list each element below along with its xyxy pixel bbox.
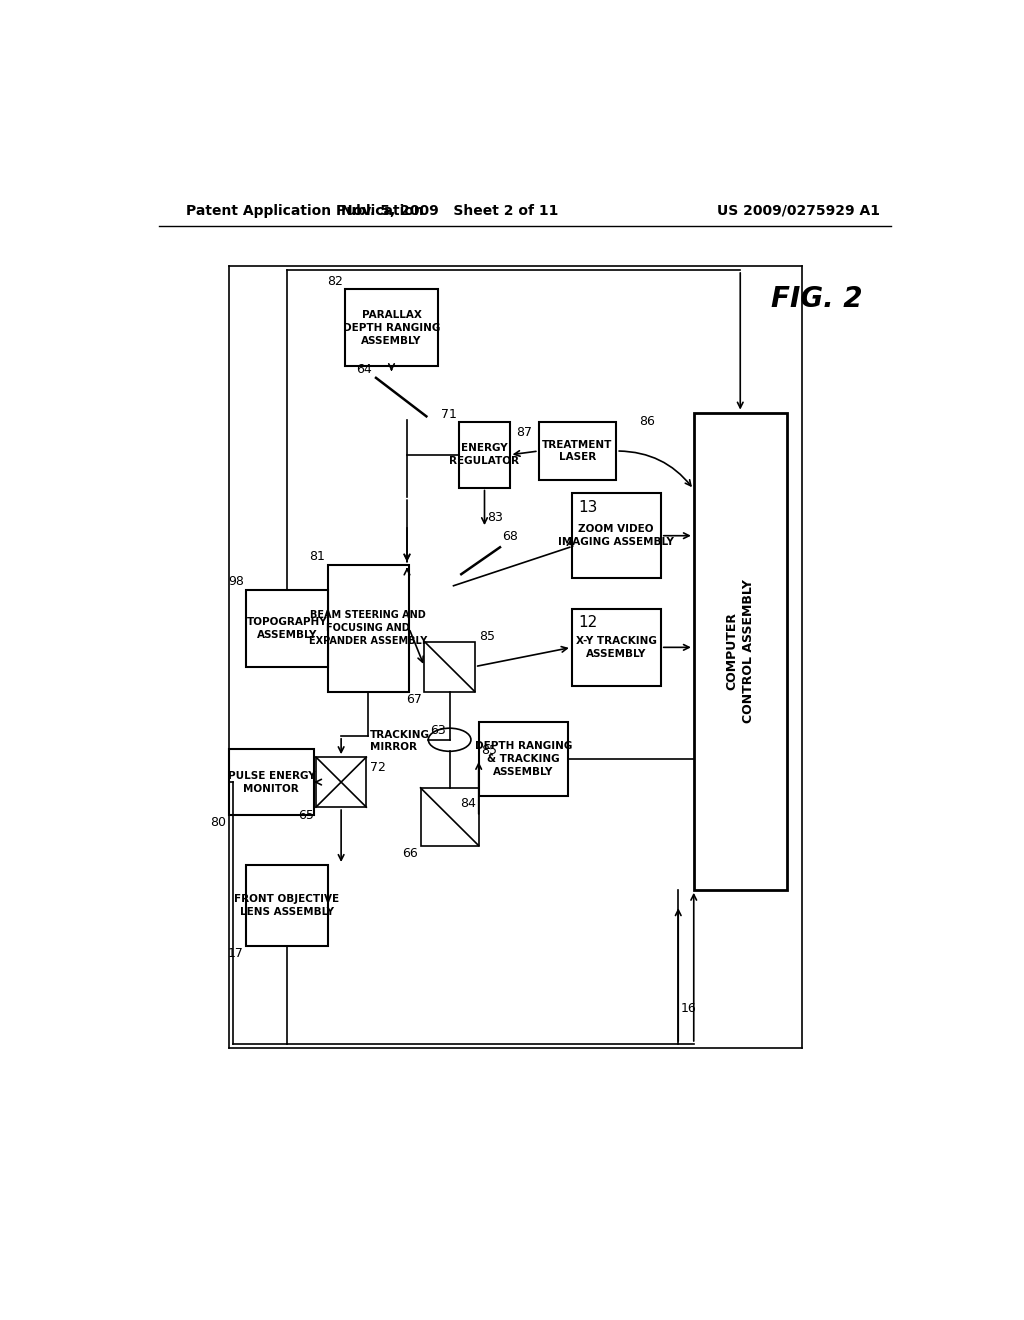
Bar [246, 590, 328, 667]
Text: 12: 12 [578, 615, 597, 630]
Text: 63: 63 [430, 725, 445, 738]
Text: Nov. 5, 2009   Sheet 2 of 11: Nov. 5, 2009 Sheet 2 of 11 [341, 203, 558, 218]
Text: 81: 81 [309, 550, 326, 564]
Text: ENERGY
REGULATOR: ENERGY REGULATOR [450, 444, 519, 466]
Bar [424, 642, 475, 692]
Bar [328, 565, 409, 692]
Text: 87: 87 [516, 426, 532, 440]
Ellipse shape [428, 729, 471, 751]
Text: COMPUTER
CONTROL ASSEMBLY: COMPUTER CONTROL ASSEMBLY [725, 579, 755, 723]
Text: 68: 68 [503, 531, 518, 544]
Text: TREATMENT
LASER: TREATMENT LASER [543, 440, 612, 462]
Text: PARALLAX
DEPTH RANGING
ASSEMBLY: PARALLAX DEPTH RANGING ASSEMBLY [343, 310, 440, 346]
Text: 71: 71 [441, 408, 457, 421]
Text: FRONT OBJECTIVE
LENS ASSEMBLY: FRONT OBJECTIVE LENS ASSEMBLY [234, 894, 339, 916]
Text: 84: 84 [461, 797, 476, 810]
Text: 85: 85 [481, 743, 497, 756]
Text: 82: 82 [327, 275, 343, 288]
Bar [228, 750, 314, 814]
Text: 66: 66 [402, 847, 418, 861]
Text: TRACKING
MIRROR: TRACKING MIRROR [371, 730, 430, 751]
Text: TOPOGRAPHY
ASSEMBLY: TOPOGRAPHY ASSEMBLY [247, 616, 328, 639]
Text: BEAM STEERING AND
FOCUSING AND
EXPANDER ASSEMBLY: BEAM STEERING AND FOCUSING AND EXPANDER … [309, 610, 427, 645]
Text: 65: 65 [298, 809, 313, 821]
Text: 17: 17 [228, 948, 244, 960]
Text: 67: 67 [407, 693, 422, 706]
Text: 16: 16 [681, 1002, 696, 1015]
Text: ZOOM VIDEO
IMAGING ASSEMBLY: ZOOM VIDEO IMAGING ASSEMBLY [558, 524, 674, 546]
Text: US 2009/0275929 A1: US 2009/0275929 A1 [717, 203, 880, 218]
Bar [460, 422, 510, 487]
Bar [539, 422, 616, 480]
Text: PULSE ENERGY
MONITOR: PULSE ENERGY MONITOR [227, 771, 315, 793]
Text: 86: 86 [640, 414, 655, 428]
Bar [571, 609, 660, 686]
Text: 83: 83 [486, 511, 503, 524]
Bar [345, 289, 438, 367]
Bar [693, 412, 786, 890]
Text: 13: 13 [578, 499, 597, 515]
Bar [478, 722, 568, 796]
Bar [246, 865, 328, 945]
Text: FIG. 2: FIG. 2 [771, 285, 863, 313]
Bar [316, 758, 367, 807]
Text: 98: 98 [228, 576, 244, 589]
Text: DEPTH RANGING
& TRACKING
ASSEMBLY: DEPTH RANGING & TRACKING ASSEMBLY [474, 742, 572, 776]
Text: Patent Application Publication: Patent Application Publication [186, 203, 424, 218]
Bar [571, 494, 660, 578]
Text: 72: 72 [371, 760, 386, 774]
Text: X-Y TRACKING
ASSEMBLY: X-Y TRACKING ASSEMBLY [575, 636, 656, 659]
Text: 64: 64 [356, 363, 372, 376]
Text: 80: 80 [210, 816, 226, 829]
Bar [421, 788, 478, 846]
Text: 85: 85 [478, 631, 495, 644]
